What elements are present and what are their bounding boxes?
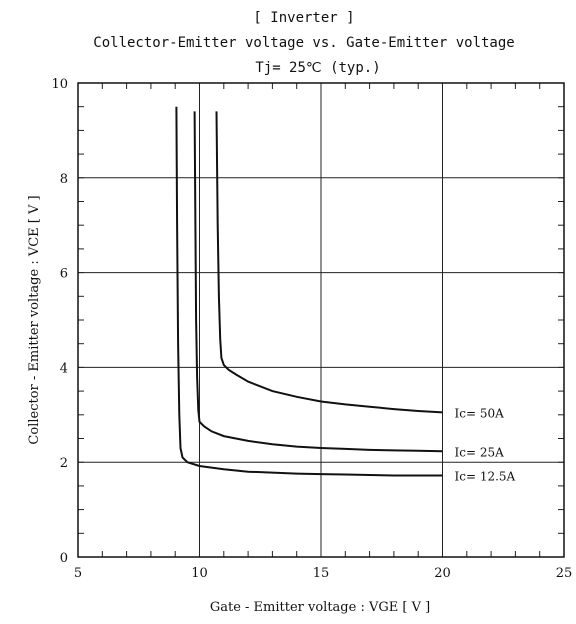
x-axis-label: Gate - Emitter voltage : VGE [ V ] xyxy=(210,600,430,615)
series-label-1: Ic= 25A xyxy=(455,445,505,459)
x-tick-label-3: 20 xyxy=(434,566,451,581)
series-label-0: Ic= 50A xyxy=(455,406,505,420)
x-tick-label-1: 10 xyxy=(191,566,208,581)
x-tick-label-2: 15 xyxy=(313,566,330,581)
chart-title-line-3: Tj= 25℃ (typ.) xyxy=(255,60,380,76)
chart-title-line-1: [ Inverter ] xyxy=(253,10,354,26)
series-labels: Ic= 50A Ic= 25A Ic= 12.5A xyxy=(455,406,516,483)
series-line-0 xyxy=(215,111,443,414)
x-tick-label-4: 25 xyxy=(556,566,573,581)
grid xyxy=(78,83,564,557)
y-tick-label-3: 6 xyxy=(60,267,68,282)
axis-ticks: 5 10 15 20 25 0 2 4 6 8 10 xyxy=(51,77,572,581)
y-tick-label-5: 10 xyxy=(51,77,68,92)
series-line-2 xyxy=(175,106,443,477)
y-tick-label-4: 8 xyxy=(60,172,68,187)
y-axis-label: Collector - Emitter voltage : VCE [ V ] xyxy=(27,195,42,444)
plot-frame xyxy=(77,82,565,558)
y-tick-label-1: 2 xyxy=(60,456,68,471)
series-line-1 xyxy=(193,111,443,453)
chart-title-line-2: Collector-Emitter voltage vs. Gate-Emitt… xyxy=(93,35,514,51)
x-tick-label-0: 5 xyxy=(74,566,82,581)
plot-series xyxy=(175,106,443,477)
y-tick-label-2: 4 xyxy=(60,361,68,376)
y-tick-label-0: 0 xyxy=(60,551,68,566)
series-label-2: Ic= 12.5A xyxy=(455,469,516,483)
